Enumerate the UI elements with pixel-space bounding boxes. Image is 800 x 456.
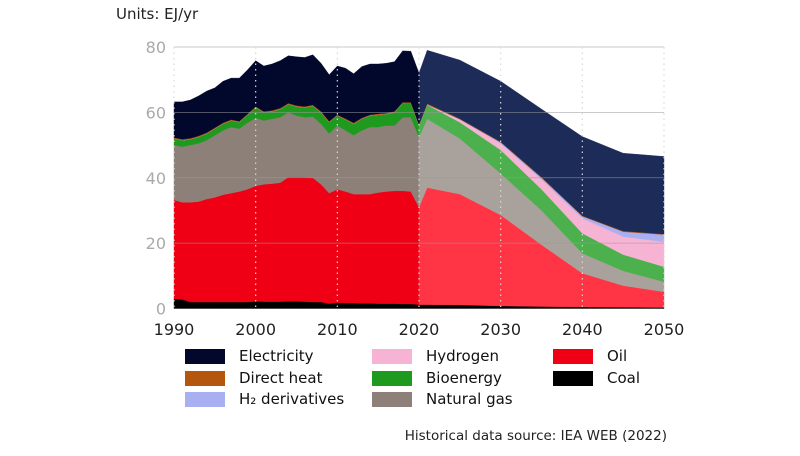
legend-item: Direct heat xyxy=(185,369,323,387)
x-tick-label: 2040 xyxy=(562,320,603,339)
legend-label: Hydrogen xyxy=(426,347,499,365)
legend-label: Oil xyxy=(607,347,628,365)
y-tick-label: 40 xyxy=(146,169,166,188)
legend-swatch xyxy=(185,348,225,364)
y-tick-label: 20 xyxy=(146,234,166,253)
legend-item: Coal xyxy=(553,369,640,387)
legend-swatch xyxy=(372,348,412,364)
legend-item: H₂ derivatives xyxy=(185,390,344,408)
x-tick-label: 2000 xyxy=(235,320,276,339)
legend-label: Natural gas xyxy=(426,390,513,408)
y-tick-label: 0 xyxy=(156,300,166,319)
legend-label: H₂ derivatives xyxy=(239,390,345,408)
legend-swatch xyxy=(553,348,593,364)
legend-label: Bioenergy xyxy=(426,369,502,387)
legend-label: Direct heat xyxy=(239,369,323,387)
x-tick-label: 2030 xyxy=(480,320,521,339)
legend-item: Natural gas xyxy=(372,390,513,408)
legend-item: Bioenergy xyxy=(372,369,502,387)
legend-label: Electricity xyxy=(239,347,314,365)
legend-item: Electricity xyxy=(185,347,314,365)
units-label: Units: EJ/yr xyxy=(116,5,199,23)
legend-swatch xyxy=(185,370,225,386)
x-tick-label: 2020 xyxy=(399,320,440,339)
x-tick-label: 1990 xyxy=(154,320,195,339)
legend-label: Coal xyxy=(607,369,641,387)
x-tick-label: 2010 xyxy=(317,320,358,339)
y-tick-label: 60 xyxy=(146,103,166,122)
legend-item: Oil xyxy=(553,347,627,365)
legend-item: Hydrogen xyxy=(372,347,499,365)
y-tick-label: 80 xyxy=(146,38,166,57)
legend-swatch xyxy=(372,391,412,407)
legend-swatch xyxy=(372,370,412,386)
legend-swatch xyxy=(185,391,225,407)
x-tick-label: 2050 xyxy=(644,320,685,339)
source-note: Historical data source: IEA WEB (2022) xyxy=(404,428,667,444)
legend-swatch xyxy=(553,370,593,386)
